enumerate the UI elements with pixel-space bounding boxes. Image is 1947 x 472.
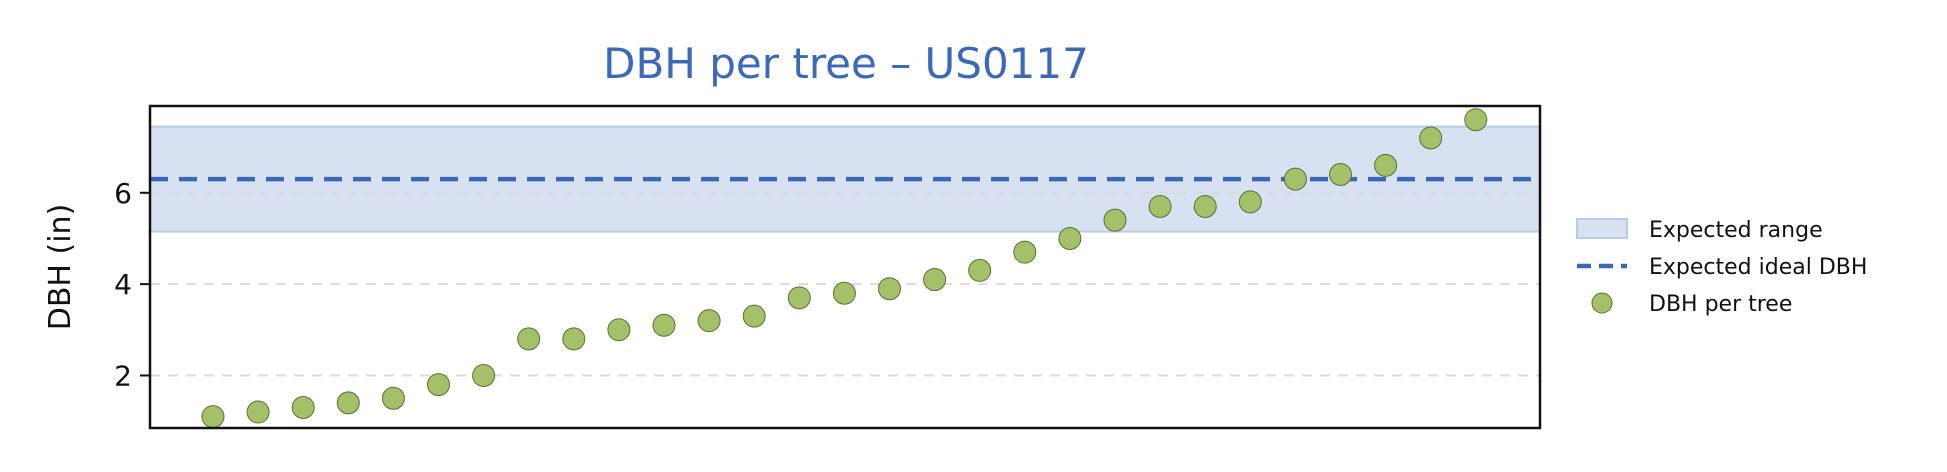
dbh-point-19 bbox=[1013, 240, 1037, 264]
y-tick-label-2: 2 bbox=[114, 359, 132, 392]
y-tick-label-6: 6 bbox=[114, 177, 132, 210]
chart-title: DBH per tree – US0117 bbox=[603, 39, 1089, 88]
dbh-point-23 bbox=[1193, 194, 1217, 218]
dbh-point-9 bbox=[562, 327, 586, 351]
legend-swatch-dbh-per-tree bbox=[1591, 292, 1613, 314]
dbh-point-4 bbox=[336, 391, 360, 415]
dbh-point-12 bbox=[697, 309, 721, 333]
dbh-point-7 bbox=[472, 363, 496, 387]
dbh-point-6 bbox=[427, 373, 450, 397]
legend-label-expected-ideal-dbh: Expected ideal DBH bbox=[1649, 255, 1867, 280]
dbh-point-1 bbox=[201, 405, 225, 429]
dbh-point-26 bbox=[1329, 163, 1352, 187]
legend-label-expected-range: Expected range bbox=[1649, 218, 1823, 243]
dbh-point-25 bbox=[1283, 167, 1307, 191]
y-tick-label-4: 4 bbox=[114, 268, 132, 301]
plot-layer: 2 4 6 bbox=[114, 104, 1542, 430]
dbh-point-29 bbox=[1464, 108, 1488, 132]
dbh-point-21 bbox=[1103, 208, 1127, 232]
dbh-point-10 bbox=[607, 318, 631, 342]
legend: Expected range Expected ideal DBH DBH per … bbox=[1576, 218, 1867, 317]
plot-frame bbox=[148, 104, 1542, 430]
dbh-point-18 bbox=[968, 258, 992, 282]
dbh-point-28 bbox=[1419, 126, 1443, 150]
dbh-point-3 bbox=[291, 395, 315, 419]
dbh-point-16 bbox=[878, 277, 901, 301]
dbh-point-22 bbox=[1148, 194, 1172, 218]
dbh-point-17 bbox=[923, 268, 947, 292]
expected-range-band bbox=[149, 125, 1541, 233]
dbh-point-8 bbox=[517, 327, 541, 351]
legend-swatch-expected-range bbox=[1576, 218, 1628, 239]
dbh-point-24 bbox=[1238, 190, 1262, 214]
legend-label-dbh-per-tree: DBH per tree bbox=[1649, 292, 1792, 317]
dbh-point-11 bbox=[652, 313, 676, 337]
dbh-point-27 bbox=[1374, 153, 1398, 177]
dbh-point-20 bbox=[1058, 226, 1082, 250]
dbh-point-13 bbox=[742, 304, 766, 328]
dbh-point-15 bbox=[832, 281, 856, 305]
dbh-point-14 bbox=[787, 286, 811, 310]
y-axis-label: DBH (in) bbox=[43, 204, 78, 331]
dbh-point-5 bbox=[381, 386, 405, 410]
dbh-point-2 bbox=[246, 400, 270, 424]
